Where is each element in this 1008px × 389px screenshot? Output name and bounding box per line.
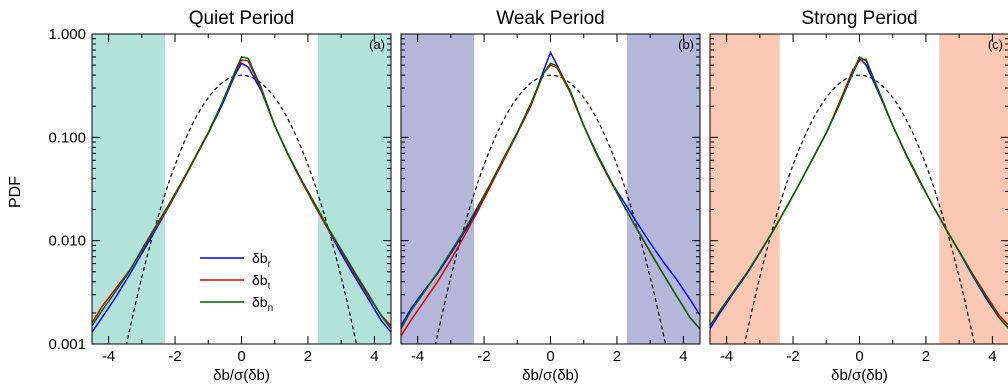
x-tick-label: 0 [855,348,863,365]
x-tick-label: 4 [679,348,687,365]
plot-area [92,34,391,344]
x-tick-label: 0 [237,348,245,365]
panel-title: Weak Period [496,8,604,29]
x-tick-label: 2 [304,348,312,365]
legend-label: δbr [252,250,272,270]
legend-label: δbt [252,272,271,292]
y-tick-label: 0.010 [48,233,86,250]
series-line-δbn [401,62,700,330]
shaded-region [939,34,1008,344]
x-tick-label: -4 [720,348,733,365]
shaded-region [710,34,780,344]
legend-label-subscript: r [268,259,272,270]
x-tick-label: 4 [988,348,996,365]
y-tick-label: 1.000 [48,26,86,43]
x-tick-label: 2 [613,348,621,365]
x-tick-label: -2 [168,348,181,365]
x-tick-label: -2 [477,348,490,365]
gaussian-reference-line [434,74,667,344]
x-axis-label: δb/σ(δb) [522,367,579,384]
plot-area [710,34,1008,344]
series-line-δbn [92,56,391,330]
shaded-region [626,34,700,344]
x-tick-label: 4 [370,348,378,365]
plot-area [401,34,700,344]
legend-label-subscript: n [268,303,274,314]
series-line-δbr [401,50,700,327]
panel-1: -4 -2 0 2 4 0.001 0.010 0.100 1.000 Quiet Period (… [48,8,392,384]
x-tick-label: -4 [411,348,424,365]
gaussian-reference-line [743,74,976,344]
panel-label: (a) [369,37,385,52]
panel-title: Strong Period [801,8,917,29]
gaussian-reference-line [125,74,358,344]
panel-3: -4 -2 0 2 4 Strong Period (c) δb/σ(δb) [709,8,1008,384]
x-axis-label: δb/σ(δb) [831,367,888,384]
x-axis-label: δb/σ(δb) [213,367,270,384]
shaded-region [92,34,166,344]
panel-label: (b) [678,37,694,52]
legend-label-subscript: t [268,281,271,292]
series-line-δbn [710,55,1008,329]
legend-label-base: δb [252,250,268,266]
x-tick-label: -4 [102,348,115,365]
panel-title: Quiet Period [189,8,295,29]
panel-label: (c) [988,37,1003,52]
x-tick-label: 2 [922,348,930,365]
shaded-region [401,34,475,344]
series-line-δbr [92,62,391,333]
y-tick-label: 0.100 [48,129,86,146]
x-tick-label: 0 [546,348,554,365]
legend-label: δbn [252,294,273,314]
x-tick-label: -2 [786,348,799,365]
legend-label-base: δb [252,294,268,310]
y-axis-label: PDF [7,176,24,208]
panel-2: -4 -2 0 2 4 Weak Period (b) δb/σ(δb) [400,8,701,384]
shaded-region [317,34,391,344]
y-tick-label: 0.001 [48,336,86,353]
legend-label-base: δb [252,272,268,288]
